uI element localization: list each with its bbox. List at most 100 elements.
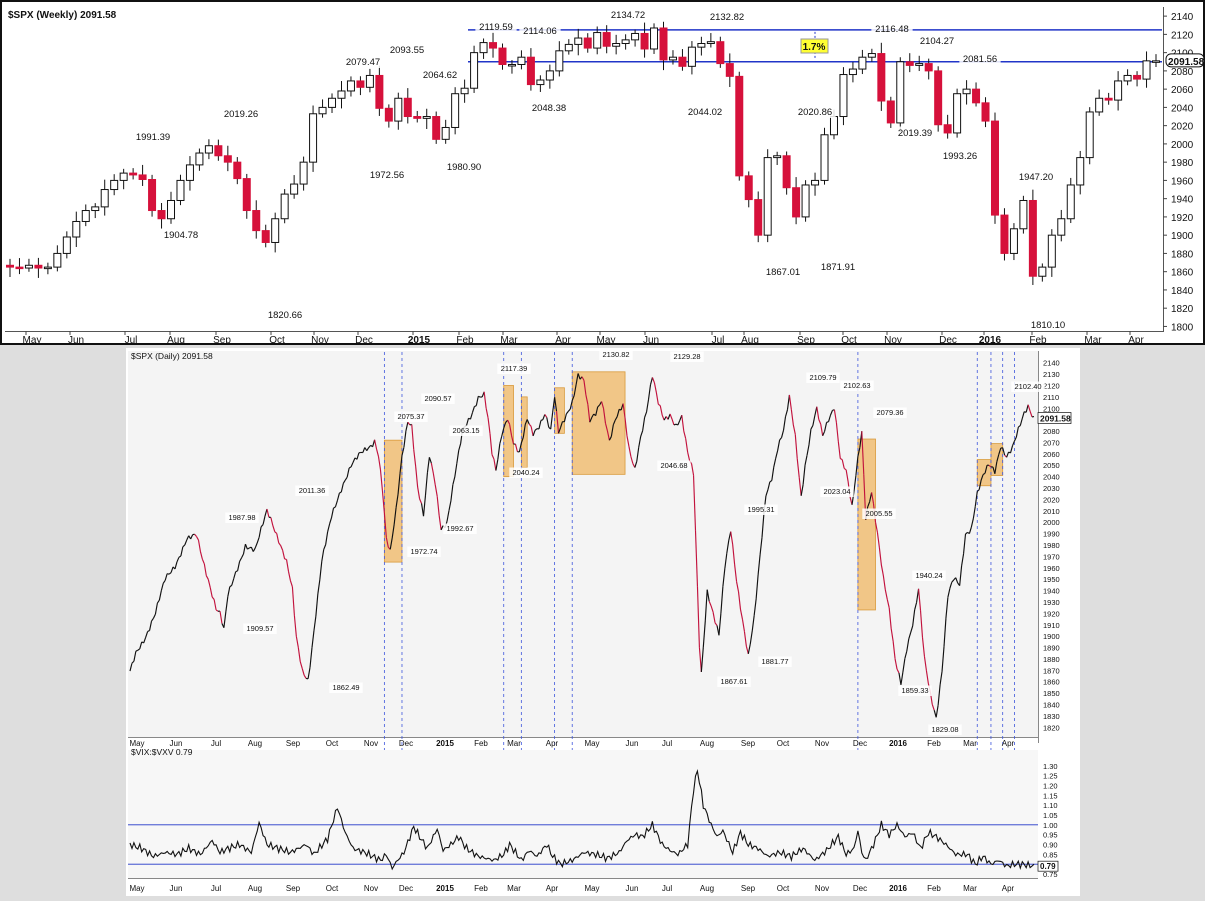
- weekly-candle: [480, 43, 487, 53]
- weekly-candle: [7, 265, 14, 267]
- daily-value-label: 1995.31: [747, 505, 774, 514]
- weekly-xtick-label: Sep: [213, 335, 231, 346]
- ratio-xtick-label: Sep: [286, 884, 301, 893]
- weekly-peak-label: 2081.56: [963, 54, 997, 65]
- weekly-candle: [243, 179, 250, 211]
- weekly-candle: [745, 176, 752, 200]
- weekly-ytick-label: 2120: [1171, 30, 1194, 41]
- daily-ytick-label: 1950: [1043, 575, 1060, 584]
- weekly-candle: [376, 75, 383, 108]
- daily-xtick-label: Oct: [326, 739, 339, 748]
- weekly-candle: [471, 53, 478, 89]
- ratio-xtick-label: Apr: [546, 884, 559, 893]
- ratio-panel: $VIX:$VXV 0.791.301.251.201.151.101.051.…: [128, 747, 1058, 893]
- weekly-candle: [139, 175, 146, 180]
- weekly-xtick-label: Feb: [456, 335, 474, 346]
- weekly-candle: [385, 108, 392, 121]
- daily-ytick-label: 1910: [1043, 621, 1060, 630]
- weekly-candle: [925, 64, 932, 71]
- ratio-ytick-label: 1.00: [1043, 821, 1058, 830]
- ratio-xtick-label: Mar: [963, 884, 977, 893]
- ratio-xtick-label: 2016: [889, 884, 907, 893]
- weekly-peak-label: 2019.26: [224, 109, 258, 120]
- weekly-candle: [764, 158, 771, 236]
- ratio-ytick-label: 1.20: [1043, 781, 1058, 790]
- weekly-candle: [281, 194, 288, 219]
- weekly-peak-label: 2079.47: [346, 57, 380, 68]
- weekly-candle: [669, 57, 676, 60]
- daily-ytick-label: 1880: [1043, 655, 1060, 664]
- daily-ytick-label: 2030: [1043, 484, 1060, 493]
- weekly-candle: [1115, 81, 1122, 100]
- weekly-candle: [868, 54, 875, 58]
- weekly-candle: [963, 89, 970, 94]
- weekly-candle: [73, 221, 80, 237]
- weekly-peak-label: 2114.06: [523, 26, 557, 37]
- daily-xtick-label: Dec: [853, 739, 867, 748]
- daily-value-label: 2130.82: [602, 350, 629, 359]
- daily-value-label: 2129.28: [673, 352, 700, 361]
- weekly-candle: [1143, 61, 1150, 79]
- daily-highlight-box: [572, 372, 625, 475]
- daily-ytick-label: 2050: [1043, 461, 1060, 470]
- weekly-trough-label: 2019.39: [898, 128, 932, 139]
- daily-xtick-label: May: [584, 739, 599, 748]
- daily-xtick-label: Oct: [777, 739, 790, 748]
- weekly-xtick-label: May: [23, 335, 42, 346]
- daily-xtick-label: Aug: [700, 739, 714, 748]
- daily-line-segment: [674, 424, 676, 425]
- ratio-last-value: 0.79: [1040, 862, 1056, 871]
- weekly-candle: [414, 117, 421, 119]
- daily-value-label: 2005.55: [865, 509, 892, 518]
- weekly-candle: [423, 117, 430, 119]
- daily-xtick-label: Apr: [546, 739, 559, 748]
- weekly-peak-label: 2104.27: [920, 36, 954, 47]
- weekly-candle: [291, 184, 298, 194]
- weekly-candle: [490, 43, 497, 48]
- weekly-candle: [16, 267, 23, 269]
- weekly-candle: [149, 179, 156, 210]
- daily-value-label: 2063.15: [452, 426, 479, 435]
- weekly-candle: [527, 57, 534, 84]
- weekly-candle: [1010, 229, 1017, 254]
- daily-value-label: 1867.61: [720, 677, 747, 686]
- weekly-candle: [404, 98, 411, 116]
- ratio-xtick-label: Feb: [474, 884, 488, 893]
- ratio-xtick-label: Dec: [399, 884, 413, 893]
- daily-ytick-label: 2100: [1043, 404, 1060, 413]
- daily-ytick-label: 2080: [1043, 427, 1060, 436]
- weekly-ytick-label: 1940: [1171, 195, 1194, 206]
- ratio-ytick-label: 1.30: [1043, 762, 1058, 771]
- daily-ytick-label: 2020: [1043, 495, 1060, 504]
- weekly-peak-label: 1991.39: [136, 132, 170, 143]
- weekly-candle: [698, 44, 705, 48]
- daily-value-label: 2102.40: [1014, 382, 1041, 391]
- ratio-xtick-label: Mar: [507, 884, 521, 893]
- weekly-candle: [499, 48, 506, 64]
- weekly-candle: [1086, 112, 1093, 158]
- weekly-candle: [537, 80, 544, 85]
- weekly-candle: [935, 71, 942, 125]
- weekly-peak-label: 1947.20: [1019, 172, 1053, 183]
- weekly-last-value: 2091.58: [1168, 57, 1205, 68]
- weekly-candle: [651, 28, 658, 49]
- daily-ytick-label: 1840: [1043, 701, 1060, 710]
- ratio-ytick-label: 1.15: [1043, 791, 1058, 800]
- weekly-panel: $SPX (Weekly) 2091.581800182018401860188…: [1, 1, 1205, 346]
- daily-ytick-label: 1930: [1043, 598, 1060, 607]
- daily-ytick-label: 1900: [1043, 632, 1060, 641]
- weekly-peak-label: 2064.62: [423, 70, 457, 81]
- weekly-candle: [1020, 200, 1027, 228]
- weekly-candle: [802, 185, 809, 217]
- weekly-candle: [603, 33, 610, 47]
- weekly-candle: [508, 64, 515, 66]
- weekly-xtick-label: Nov: [884, 335, 902, 346]
- weekly-candle: [196, 153, 203, 165]
- weekly-candle: [329, 98, 336, 107]
- weekly-candle: [944, 125, 951, 133]
- weekly-candle: [35, 265, 42, 268]
- daily-ytick-label: 2010: [1043, 507, 1060, 516]
- weekly-candle: [1029, 200, 1036, 276]
- weekly-candle: [821, 135, 828, 181]
- weekly-candle: [1048, 235, 1055, 267]
